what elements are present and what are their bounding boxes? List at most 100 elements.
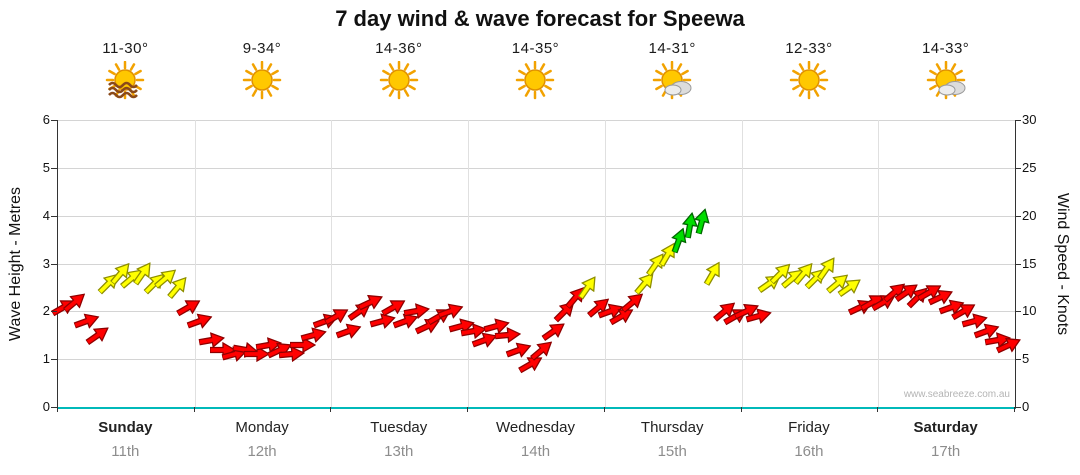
day-temp: 14-35°	[511, 40, 560, 57]
wind-arrow	[151, 263, 181, 292]
wind-arrow	[60, 287, 90, 316]
wind-arrow	[584, 292, 614, 321]
right-tick-mark	[1015, 167, 1021, 169]
wind-arrow	[823, 268, 853, 297]
sun-icon	[741, 60, 878, 106]
day-header-sunday: 11-30°	[57, 40, 194, 122]
wind-arrow	[926, 284, 956, 309]
wind-arrow	[994, 332, 1024, 357]
right-tick-label: 10	[1022, 303, 1037, 319]
day-header-saturday: 14-33°	[877, 40, 1014, 122]
gridline-day-boundary	[604, 120, 606, 407]
wind-arrow	[265, 337, 295, 362]
x-label-day: Tuesday	[370, 419, 428, 436]
wind-arrow	[630, 267, 659, 297]
wind-arrow	[174, 293, 205, 320]
wind-arrow	[691, 206, 713, 235]
cloud-icon	[938, 81, 966, 96]
wind-arrow	[185, 309, 215, 333]
wind-arrow	[243, 346, 271, 363]
day-temp: 14-31°	[648, 40, 696, 57]
wind-arrow	[72, 309, 102, 333]
gridline-day-boundary	[468, 120, 470, 407]
wind-arrow	[700, 258, 727, 289]
left-tick-label: 1	[42, 351, 50, 367]
wind-arrow	[709, 297, 739, 326]
left-tick-label: 6	[42, 112, 50, 127]
wind-arrow	[937, 295, 967, 319]
x-label-date: 14th	[520, 443, 551, 460]
wind-arrow	[163, 272, 192, 302]
x-label-day: Monday	[235, 419, 289, 436]
wind-arrow	[402, 301, 431, 321]
gridline-h	[58, 311, 1015, 313]
gridline-h	[58, 167, 1015, 169]
right-tick-label: 15	[1022, 255, 1037, 271]
x-label-date: 11th	[111, 443, 140, 460]
wind-arrow	[277, 345, 305, 363]
day-temp: 9-34°	[242, 40, 282, 57]
wind-arrow	[948, 298, 979, 325]
wind-arrow	[607, 303, 638, 330]
plot-area	[50, 120, 1022, 409]
x-label-date: 13th	[384, 443, 414, 460]
x-axis-tick	[193, 407, 195, 412]
gridline-day-boundary	[741, 120, 743, 407]
x-axis-tick	[467, 407, 469, 412]
x-label-date: 12th	[247, 443, 277, 460]
right-tick-mark	[1015, 263, 1021, 265]
page-title: 7 day wind & wave forecast for Speewa	[335, 6, 745, 31]
wind-arrow	[289, 336, 317, 353]
gridline-h	[58, 263, 1015, 265]
wind-arrow	[618, 287, 648, 316]
x-axis-tick	[603, 407, 605, 412]
wind-arrow	[129, 258, 157, 288]
wind-arrow	[813, 253, 841, 283]
left-tick-mark	[51, 407, 57, 408]
sun-icon	[194, 60, 331, 106]
wind-arrow	[322, 303, 353, 330]
wind-arrow	[368, 310, 397, 332]
left-tick-mark	[51, 120, 57, 121]
left-tick-label: 4	[42, 207, 50, 223]
day-header-monday: 9-34°	[194, 40, 331, 122]
x-label-date: 15th	[657, 443, 687, 460]
x-axis-tick	[330, 407, 332, 412]
left-tick-label: 0	[42, 399, 50, 414]
x-label-day: Friday	[788, 419, 830, 436]
wind-arrow	[680, 211, 700, 240]
right-tick-label: 20	[1022, 207, 1037, 223]
wind-arrow	[538, 316, 568, 344]
right-tick-mark	[1015, 215, 1021, 217]
wind-arrow	[197, 330, 226, 350]
right-tick-label: 25	[1022, 159, 1037, 175]
right-tick-mark	[1015, 120, 1021, 121]
wind-arrow	[574, 272, 602, 302]
sun-icon	[467, 60, 604, 106]
gridline-day-boundary	[331, 120, 333, 407]
x-label-date: 17th	[931, 443, 961, 460]
watermark: www.seabreeze.com.au	[903, 389, 1010, 400]
wind-arrow	[835, 273, 865, 301]
wind-arrow	[667, 225, 691, 255]
left-tick-mark	[51, 359, 57, 361]
day-temp: 14-36°	[375, 40, 423, 57]
right-tick-mark	[1015, 359, 1021, 361]
wind-arrow	[972, 319, 1002, 343]
wind-arrow	[494, 326, 522, 344]
wind-arrow	[470, 328, 500, 352]
day-temp: 14-33°	[921, 40, 970, 57]
wind-arrow	[516, 350, 547, 377]
gridline-h	[58, 120, 1015, 121]
gridline-day-boundary	[878, 120, 880, 407]
x-label-day: Thursday	[640, 419, 704, 436]
day-temp: 12-33°	[785, 40, 833, 57]
wind-arrow	[448, 315, 477, 337]
wind-arrow	[596, 299, 626, 323]
gridline-day-boundary	[194, 120, 196, 407]
wind-arrow	[880, 278, 910, 307]
day-temp: 11-30°	[102, 40, 149, 57]
right-tick-mark	[1015, 407, 1021, 408]
wind-arrow	[459, 320, 488, 340]
